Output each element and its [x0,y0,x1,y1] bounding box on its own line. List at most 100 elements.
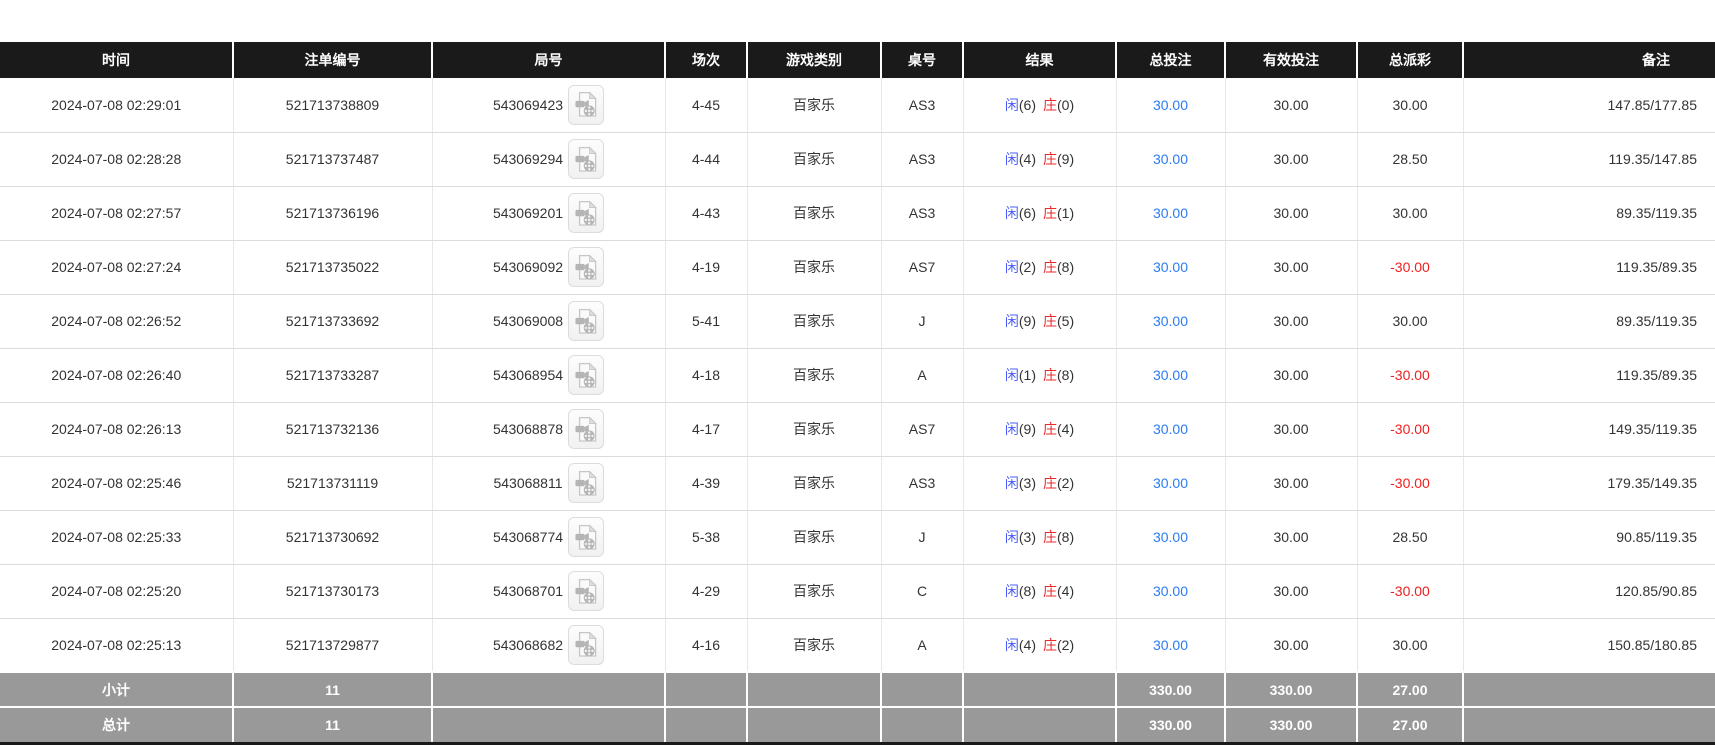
cell-time: 2024-07-08 02:25:20 [0,564,234,619]
player-result-value: (9) [1018,313,1036,329]
cell-result: 闲(9) 庄(4) [963,402,1117,457]
cell-total-bet: 30.00 [1116,402,1226,457]
banker-result-value: (8) [1057,367,1075,383]
banker-result-label: 庄 [1043,259,1057,275]
cell-session: 5-41 [665,294,748,349]
video-replay-button[interactable] [567,463,604,503]
cell-remark: 150.85/180.85 [1463,618,1715,673]
video-replay-button[interactable] [568,409,605,449]
table-row: 2024-07-08 02:26:52 521713733692 5430690… [0,294,1715,349]
video-file-icon [575,523,597,551]
cell-round-number: 543068682 [432,618,666,673]
cell-valid-bet: 30.00 [1225,132,1358,187]
player-result-label: 闲 [1004,259,1019,275]
cell-table-number: C [881,564,964,619]
banker-result-value: (4) [1057,421,1075,437]
round-number-text: 543068682 [492,636,564,653]
video-file-icon [575,361,597,389]
cell-time: 2024-07-08 02:27:24 [0,240,234,295]
bet-records-table: 时间 注单编号 局号 场次 游戏类别 桌号 结果 总投注 有效投注 总派彩 备注… [0,42,1715,742]
cell-table-number: A [881,618,964,673]
cell-remark: 147.85/177.85 [1463,78,1715,133]
col-header-payout: 总派彩 [1357,42,1464,78]
cell-result: 闲(2) 庄(8) [963,240,1117,295]
video-file-icon [575,91,597,118]
col-header-time: 时间 [0,42,234,78]
cell-round-number: 543069294 [432,132,666,187]
cell-result: 闲(6) 庄(1) [963,186,1117,241]
banker-result-value: (4) [1057,583,1075,599]
cell-order-number: 521713732136 [233,402,433,457]
cell-result: 闲(3) 庄(2) [963,456,1117,511]
cell-total-bet: 30.00 [1116,132,1226,187]
cell-session: 4-17 [665,402,748,457]
cell-game-type: 百家乐 [747,510,882,565]
cell-time: 2024-07-08 02:25:13 [0,618,234,673]
cell-table-number: J [881,510,964,565]
video-replay-button[interactable] [568,193,605,233]
table-row: 2024-07-08 02:27:57 521713736196 5430692… [0,186,1715,241]
cell-time: 2024-07-08 02:29:01 [0,78,234,133]
player-result-value: (4) [1018,636,1036,653]
cell-total-bet: 30.00 [1116,294,1226,349]
cell-round-number: 543068811 [432,456,666,511]
grand-total-total-bet: 330.00 [1116,706,1226,742]
video-replay-button[interactable] [568,517,605,557]
cell-payout: 28.50 [1357,510,1464,565]
video-file-icon [574,469,597,497]
cell-payout: 28.50 [1357,132,1464,187]
cell-table-number: J [881,294,964,349]
player-result-value: (1) [1018,367,1036,383]
video-replay-button[interactable] [568,624,605,665]
player-result-label: 闲 [1004,313,1019,329]
subtotal-row: 小计 11 330.00 330.00 27.00 [0,671,1715,707]
video-replay-button[interactable] [568,571,605,611]
cell-result: 闲(6) 庄(0) [963,78,1117,133]
cell-round-number: 543068701 [432,564,666,619]
cell-order-number: 521713730173 [233,564,433,619]
video-replay-button[interactable] [568,301,605,341]
cell-result: 闲(4) 庄(9) [963,132,1117,187]
round-number-text: 543069201 [492,205,564,221]
player-result-value: (3) [1018,475,1036,491]
banker-result-label: 庄 [1043,529,1057,545]
cell-total-bet: 30.00 [1116,618,1226,673]
subtotal-valid-bet: 330.00 [1225,671,1358,707]
grand-total-label: 总计 [0,706,234,742]
player-result-value: (2) [1018,259,1036,275]
cell-result: 闲(4) 庄(2) [963,618,1117,673]
cell-remark: 119.35/89.35 [1463,240,1715,295]
video-file-icon [575,199,597,227]
video-file-icon [575,145,597,173]
cell-payout: -30.00 [1357,564,1464,619]
player-result-value: (6) [1018,96,1036,113]
cell-session: 4-39 [665,456,748,511]
cell-time: 2024-07-08 02:26:13 [0,402,234,457]
subtotal-label: 小计 [0,671,234,707]
cell-total-bet: 30.00 [1116,510,1226,565]
cell-round-number: 543068774 [432,510,666,565]
cell-payout: -30.00 [1357,348,1464,403]
player-result-label: 闲 [1004,367,1019,383]
cell-order-number: 521713731119 [233,456,433,511]
cell-round-number: 543069423 [432,78,666,133]
cell-payout: -30.00 [1357,240,1464,295]
video-file-icon [575,577,597,605]
banker-result-label: 庄 [1043,205,1057,221]
cell-order-number: 521713735022 [233,240,433,295]
banker-result-value: (1) [1057,205,1075,221]
cell-session: 5-38 [665,510,748,565]
video-replay-button[interactable] [568,247,605,287]
cell-total-bet: 30.00 [1116,78,1226,133]
grand-total-row: 总计 11 330.00 330.00 27.00 [0,706,1715,742]
cell-order-number: 521713729877 [233,618,433,673]
table-body: 2024-07-08 02:29:01 521713738809 5430694… [0,78,1715,673]
video-replay-button[interactable] [568,355,605,395]
banker-result-value: (0) [1057,96,1075,113]
video-replay-button[interactable] [568,84,605,125]
cell-payout: 30.00 [1357,618,1464,673]
video-replay-button[interactable] [568,139,605,179]
banker-result-label: 庄 [1043,151,1057,167]
table-row: 2024-07-08 02:26:40 521713733287 5430689… [0,348,1715,403]
cell-total-bet: 30.00 [1116,240,1226,295]
